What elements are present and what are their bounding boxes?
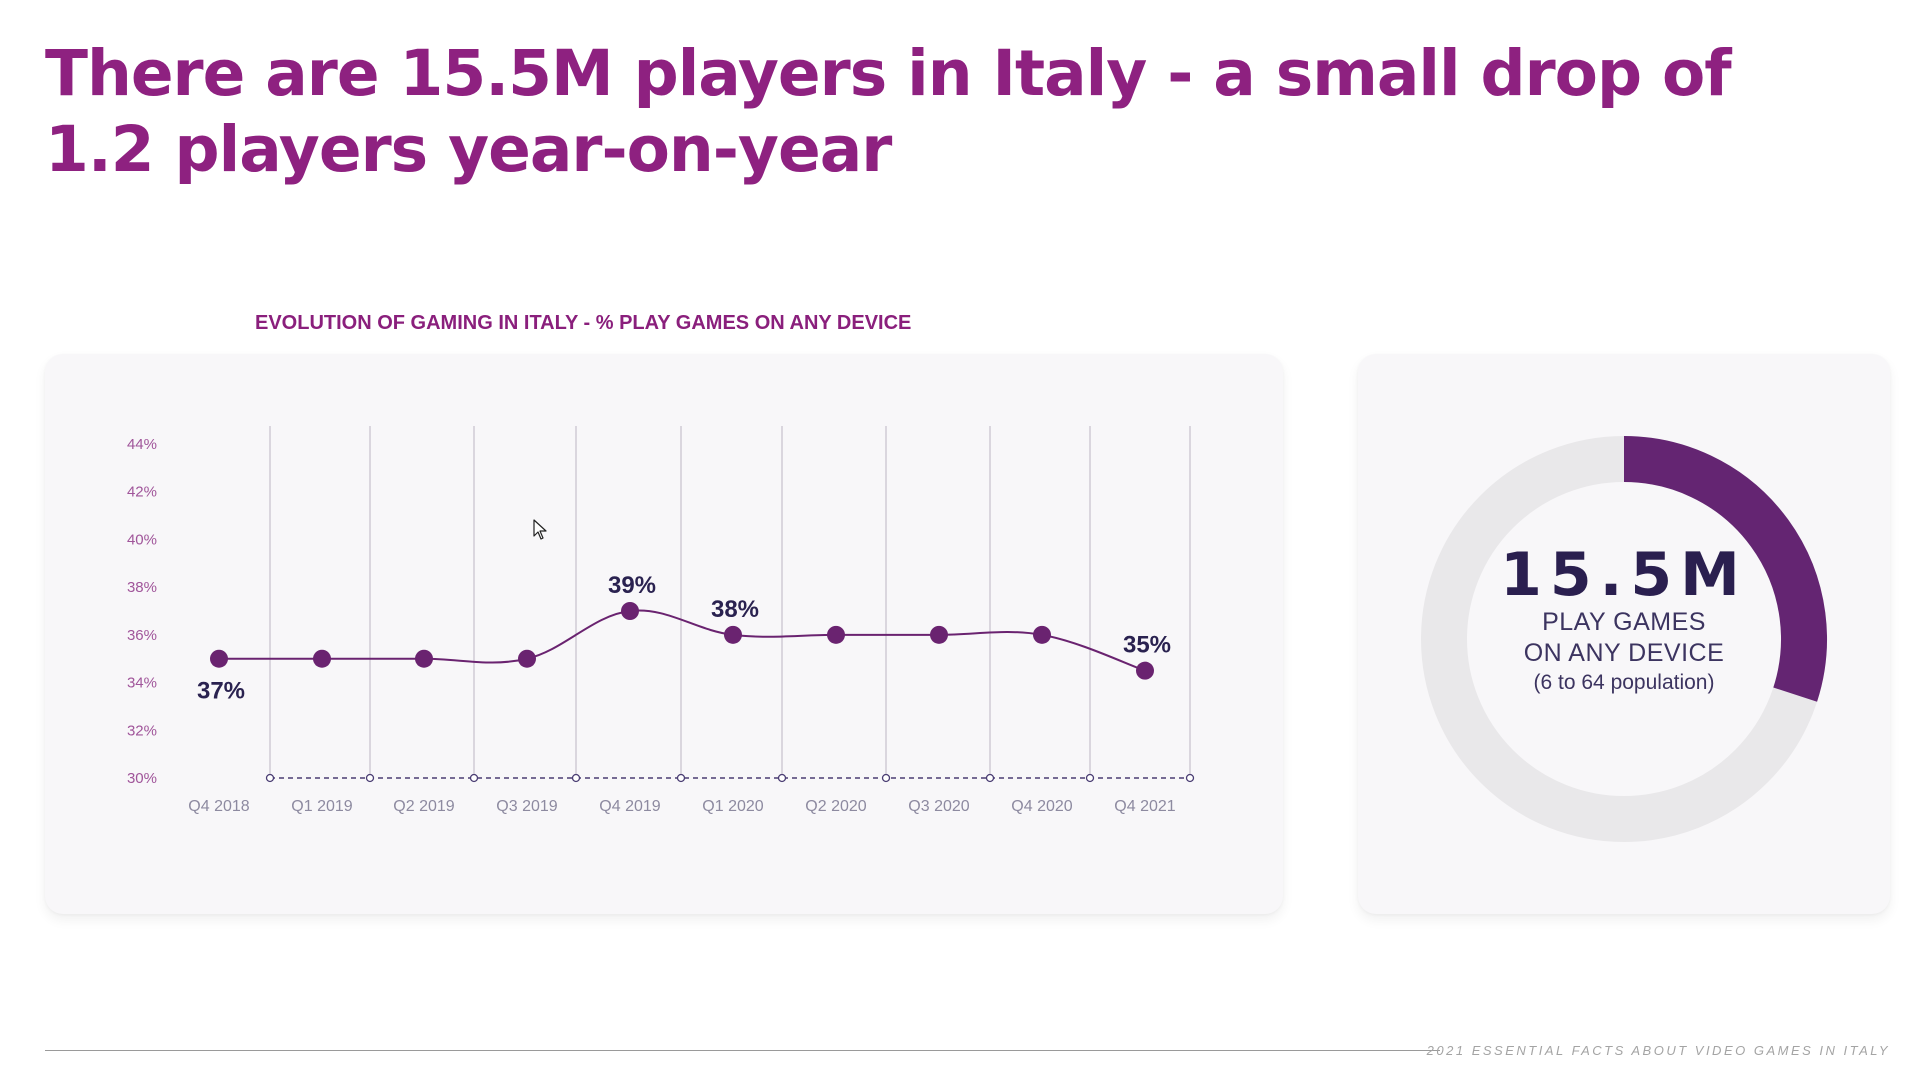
data-label: 37% — [197, 678, 245, 705]
y-tick-label: 38% — [127, 579, 157, 596]
mouse-cursor-icon — [533, 519, 547, 540]
baseline-marker — [777, 773, 787, 783]
x-tick-label: Q2 2019 — [393, 798, 454, 815]
data-label: 35% — [1123, 632, 1171, 659]
x-tick-label: Q2 2020 — [805, 798, 866, 815]
data-point — [930, 625, 948, 644]
series-line — [219, 609, 1146, 672]
baseline-marker — [985, 773, 995, 783]
data-point — [1033, 625, 1051, 644]
baseline-marker — [676, 773, 686, 783]
baseline-marker — [365, 773, 375, 783]
data-point — [621, 602, 639, 620]
data-point — [1136, 661, 1154, 680]
x-tick-label: Q1 2019 — [291, 798, 352, 815]
line-chart: 44% 42% 40% 38% 36% 34% 32% 30% Q4 2018 Q1 2019 Q2… — [127, 426, 1195, 815]
y-tick-label: 34% — [127, 675, 157, 692]
data-label: 39% — [608, 572, 656, 599]
y-tick-label: 36% — [127, 627, 157, 644]
x-tick-label: Q1 2020 — [702, 798, 763, 815]
footer-text: 2021 ESSENTIAL FACTS ABOUT VIDEO GAMES I… — [1426, 1043, 1890, 1058]
baseline-marker — [1085, 773, 1095, 783]
baseline-marker — [469, 773, 479, 783]
headline: There are 15.5M players in Italy - a sma… — [45, 37, 1732, 186]
x-tick-label: Q3 2020 — [908, 798, 969, 815]
data-point — [210, 649, 228, 668]
donut-label-line3: (6 to 64 population) — [1533, 671, 1715, 694]
chart-title: EVOLUTION OF GAMING IN ITALY - % PLAY GA… — [255, 312, 912, 334]
y-tick-label: 42% — [127, 484, 157, 501]
x-tick-label: Q4 2020 — [1011, 798, 1072, 815]
baseline-marker — [881, 773, 891, 783]
data-point — [415, 649, 433, 668]
x-tick-label: Q4 2019 — [599, 798, 660, 815]
donut-label-line1: PLAY GAMES — [1542, 608, 1706, 636]
donut-card: 15.5M PLAY GAMES ON ANY DEVICE (6 to 64 … — [1358, 354, 1890, 914]
y-tick-label: 32% — [127, 722, 157, 739]
y-tick-label: 30% — [127, 770, 157, 787]
y-tick-label: 44% — [127, 436, 157, 453]
data-point — [518, 649, 536, 668]
footer-rule — [45, 1050, 1440, 1051]
line-chart-card: 44% 42% 40% 38% 36% 34% 32% 30% Q4 2018 Q1 2019 Q2… — [45, 354, 1283, 914]
x-tick-label: Q4 2018 — [188, 798, 249, 815]
x-tick-label: Q3 2019 — [496, 798, 557, 815]
donut-value: 15.5M — [1500, 540, 1748, 610]
donut-chart — [1421, 436, 1827, 842]
data-point — [827, 625, 845, 644]
donut-center: 15.5M PLAY GAMES ON ANY DEVICE (6 to 64 … — [1358, 354, 1890, 914]
data-point — [724, 625, 742, 644]
data-point — [313, 649, 331, 668]
donut-slice — [1623, 436, 1827, 702]
baseline-marker — [571, 773, 581, 783]
y-tick-label: 40% — [127, 531, 157, 548]
baseline-marker — [1185, 773, 1195, 783]
donut-label-line2: ON ANY DEVICE — [1523, 639, 1725, 667]
x-tick-label: Q4 2021 — [1114, 798, 1175, 815]
data-label: 38% — [711, 596, 759, 623]
baseline-marker — [265, 773, 275, 783]
